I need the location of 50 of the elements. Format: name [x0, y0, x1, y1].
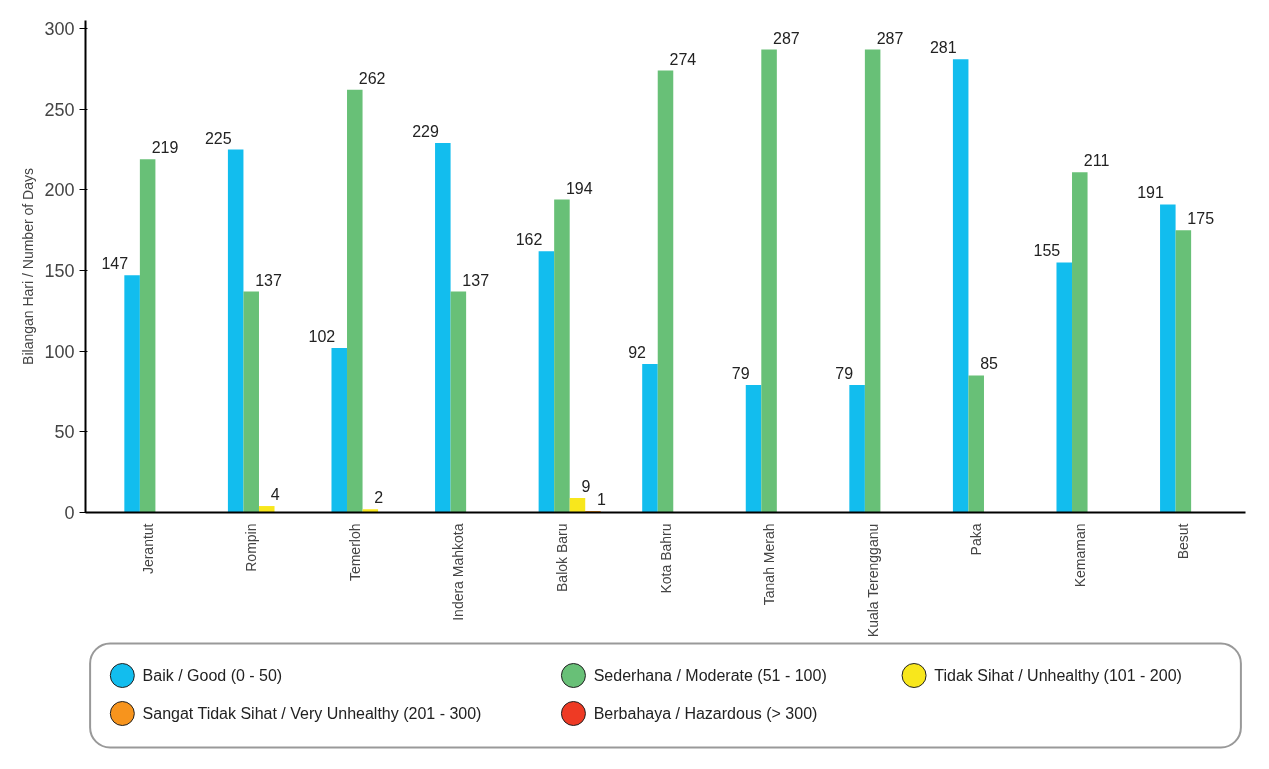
- data-label: 79: [835, 365, 854, 383]
- data-label: 2: [374, 489, 384, 507]
- legend-label: Tidak Sihat / Unhealthy (101 - 200): [934, 667, 1182, 684]
- data-label: 162: [515, 231, 543, 249]
- legend-label: Sangat Tidak Sihat / Very Unhealthy (201 - 300): [142, 705, 482, 722]
- data-label: 229: [412, 123, 439, 141]
- legend-label: Berbahaya / Hazardous (> 300): [593, 705, 818, 722]
- y-axis-title: Bilangan Hari / Number of Days: [20, 168, 37, 365]
- data-label: 79: [731, 365, 750, 383]
- data-label: 4: [270, 486, 280, 504]
- x-tick-label: Indera Mahkota: [450, 523, 467, 621]
- y-tick-label: 250: [44, 99, 75, 120]
- x-tick-label: Balok Baru: [553, 523, 570, 592]
- data-label: 191: [1137, 184, 1164, 202]
- data-label: 92: [628, 344, 647, 362]
- data-label: 137: [462, 271, 490, 289]
- x-tick-label: Jerantut: [139, 523, 156, 575]
- y-tick-label: 200: [44, 180, 75, 201]
- y-tick-label: 50: [54, 422, 75, 443]
- data-label: 147: [101, 255, 129, 273]
- data-label: 225: [204, 129, 232, 147]
- data-label: 9: [581, 477, 591, 495]
- x-tick-label: Kuala Terengganu: [864, 523, 881, 638]
- data-label: 85: [980, 355, 999, 373]
- data-label: 287: [773, 29, 800, 47]
- x-tick-label: Rompin: [243, 523, 260, 572]
- y-tick-label: 0: [64, 503, 75, 523]
- data-label: 219: [151, 139, 179, 157]
- data-label: 137: [255, 271, 283, 289]
- data-label: 1: [597, 490, 606, 508]
- data-label: 287: [876, 29, 904, 47]
- data-label: 175: [1187, 210, 1215, 228]
- x-tick-label: Besut: [1175, 523, 1192, 560]
- y-tick-label: 150: [44, 261, 75, 282]
- data-label: 274: [669, 50, 697, 68]
- data-label: 102: [308, 327, 336, 345]
- data-label: 155: [1033, 242, 1061, 260]
- x-tick-label: Paka: [968, 523, 985, 556]
- data-label: 262: [358, 69, 386, 87]
- data-label: 281: [929, 39, 957, 57]
- data-label: 211: [1083, 152, 1110, 170]
- y-tick-label: 300: [44, 19, 75, 40]
- x-tick-label: Kemaman: [1071, 523, 1088, 588]
- legend-label: Baik / Good (0 - 50): [142, 667, 283, 684]
- x-tick-label: Kota Bahru: [657, 523, 674, 594]
- x-tick-label: Temerloh: [346, 523, 363, 582]
- x-tick-label: Tanah Merah: [761, 523, 778, 606]
- y-tick-label: 100: [44, 341, 75, 362]
- legend-label: Sederhana / Moderate (51 - 100): [593, 667, 827, 684]
- data-label: 194: [565, 179, 593, 197]
